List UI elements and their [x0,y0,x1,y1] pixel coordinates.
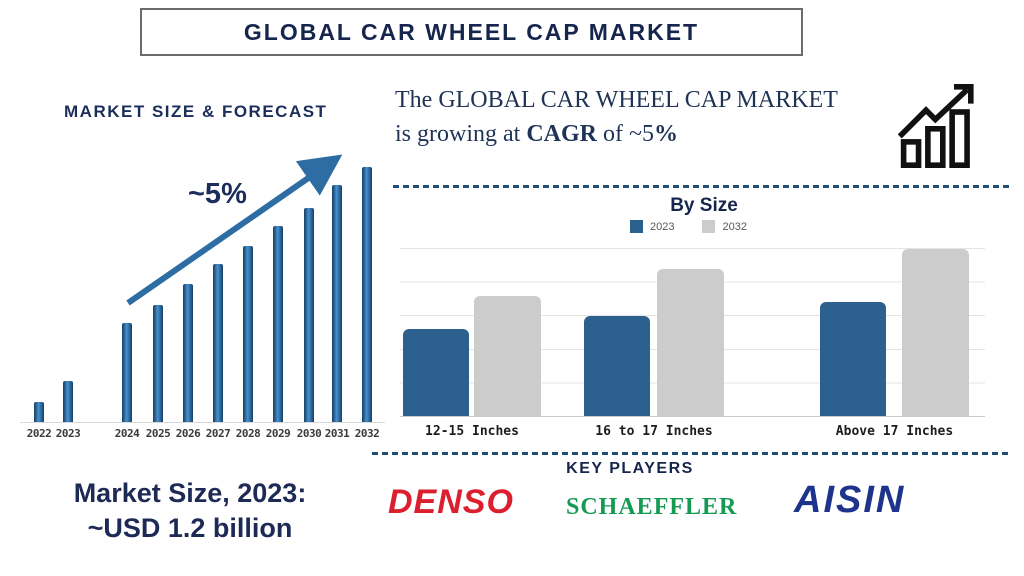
forecast-bar-2028 [243,246,253,422]
bysize-bar-2032-16-to-17-inches [657,269,724,416]
headline-cagr-bold: CAGR [526,120,597,147]
bysize-category-label: 16 to 17 Inches [595,424,713,439]
year-label-2031: 2031 [324,427,350,440]
headline-line1: The GLOBAL CAR WHEEL CAP MARKET [395,87,838,113]
market-size-note-line2: ~USD 1.2 billion [87,513,293,544]
forecast-bar-2029 [273,226,283,422]
forecast-bar-2027 [213,264,223,422]
legend-label-2023: 2023 [650,220,675,233]
legend-swatch-2032 [702,220,716,233]
bysize-legend: 2023 2032 [630,220,747,233]
dashed-divider-bottom [372,452,1012,455]
year-label-2026: 2026 [175,427,201,440]
year-label-2029: 2029 [265,427,291,440]
year-label-2025: 2025 [145,427,171,440]
headline-pct-bold: % [653,120,678,147]
cagr-annotation: ~5% [188,178,247,210]
market-size-note: Market Size, 2023: ~USD 1.2 billion [25,476,355,546]
forecast-bar-2024 [122,323,132,422]
market-forecast-labels: 2022 2023 2024 2025 2026 2027 2028 2029 2030 2031… [20,427,385,445]
bysize-bar-2023-above-17-inches [820,302,886,416]
legend-label-2032: 2032 [722,220,747,233]
bysize-chart-title: By Size [670,195,738,216]
forecast-bar-2022 [34,402,44,422]
growth-chart-icon [898,84,974,168]
forecast-bar-2031 [332,185,342,422]
legend-item-2032: 2032 [702,220,747,233]
year-label-2027: 2027 [205,427,231,440]
headline-mid: of ~5 [597,120,654,147]
bysize-bar-2032-12-15-inches [474,296,541,416]
market-size-note-line1: Market Size, 2023: [73,478,307,508]
schaeffler-logo: SCHAEFFLER [566,494,738,520]
dashed-divider-top [393,185,1012,188]
year-label-2023: 2023 [55,427,81,440]
cagr-headline: The GLOBAL CAR WHEEL CAP MARKET is growin… [395,84,895,151]
bysize-bar-2032-above-17-inches [902,249,969,416]
year-label-2022: 2022 [26,427,52,440]
year-label-2032: 2032 [354,427,380,440]
aisin-logo: AISIN [794,479,906,521]
growth-trend-arrow-icon [126,154,343,306]
legend-swatch-2023 [630,220,643,233]
forecast-bar-2025 [153,305,163,422]
legend-item-2023: 2023 [630,220,674,233]
bysize-chart-labels: 12-15 Inches 16 to 17 Inches Above 17 Inch… [400,424,985,442]
bysize-bar-2023-16-to-17-inches [584,316,650,416]
page-title: GLOBAL CAR WHEEL CAP MARKET [243,18,700,45]
denso-logo: DENSO [388,483,514,521]
forecast-bar-2026 [183,284,193,422]
forecast-bar-2023 [63,381,73,422]
forecast-bar-2030 [304,208,314,422]
year-label-2024: 2024 [114,427,140,440]
bysize-bar-2023-12-15-inches [403,329,469,416]
forecast-section-heading: MARKET SIZE & FORECAST [64,102,328,121]
bysize-chart-plot [400,248,985,417]
bysize-category-label: Above 17 Inches [835,424,954,439]
key-players-heading: KEY PLAYERS [566,460,694,477]
title-banner: GLOBAL CAR WHEEL CAP MARKET [140,8,803,56]
year-label-2030: 2030 [296,427,322,440]
market-forecast-chart: ~5% [20,150,385,423]
year-label-2028: 2028 [235,427,261,440]
headline-line2-prefix: is growing at [395,120,527,147]
forecast-bar-2032 [362,167,372,422]
bysize-category-label: 12-15 Inches [425,424,519,439]
